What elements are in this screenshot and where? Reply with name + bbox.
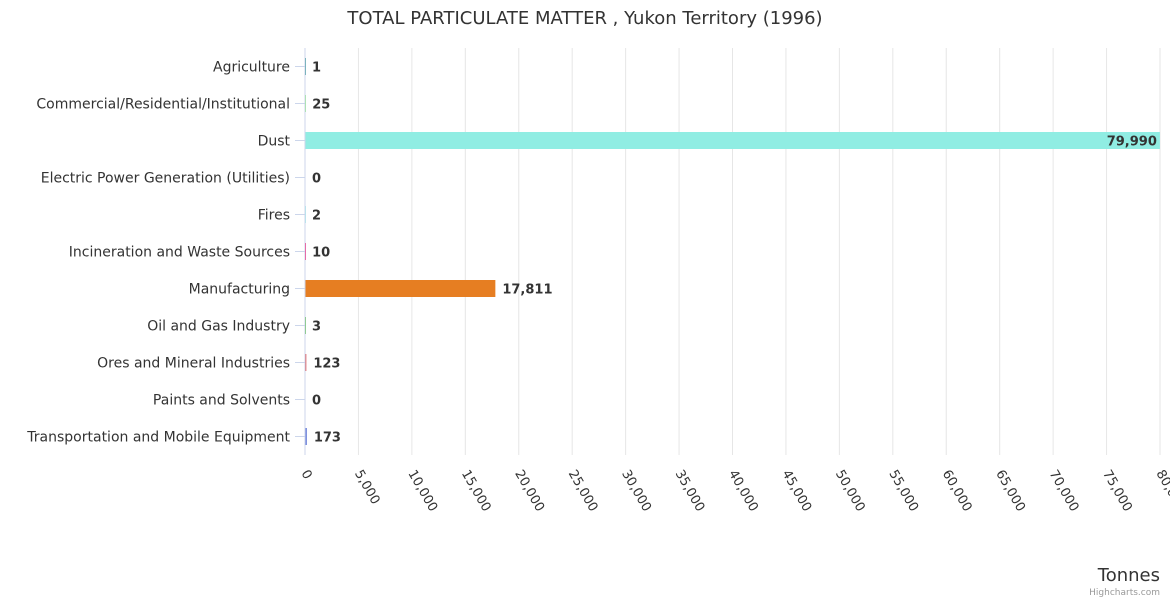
data-label: 2: [312, 209, 321, 224]
data-label: 79,990: [1107, 135, 1157, 150]
data-label: 17,811: [502, 283, 552, 298]
data-label: 173: [314, 431, 341, 446]
x-tick-label: 70,000: [1046, 468, 1082, 515]
gridlines: [357, 48, 1161, 455]
bars: [305, 58, 1160, 445]
category-label: Electric Power Generation (Utilities): [41, 171, 290, 187]
category-label: Transportation and Mobile Equipment: [26, 430, 290, 446]
x-tick-label: 80,000: [1153, 468, 1170, 515]
bar[interactable]: [305, 280, 496, 297]
data-label: 25: [312, 98, 330, 113]
x-tick-label: 20,000: [511, 468, 547, 515]
bar[interactable]: [305, 428, 307, 445]
x-tick-label: 65,000: [992, 468, 1028, 515]
bar[interactable]: [305, 354, 307, 371]
x-tick-label: 60,000: [939, 468, 975, 515]
category-labels: Agriculture Commercial/Residential/Instit…: [26, 60, 290, 446]
category-label: Commercial/Residential/Institutional: [36, 97, 290, 113]
data-label: 1: [312, 61, 321, 76]
x-tick-label: 40,000: [725, 468, 761, 515]
category-label: Manufacturing: [189, 282, 290, 298]
data-label: 123: [313, 357, 340, 372]
category-label: Agriculture: [213, 60, 290, 76]
x-tick-label: 55,000: [885, 468, 921, 515]
x-tick-label: 50,000: [832, 468, 868, 515]
x-tick-label: 75,000: [1099, 468, 1135, 515]
category-label: Incineration and Waste Sources: [69, 245, 290, 261]
x-tick-label: 15,000: [458, 468, 494, 515]
bar[interactable]: [305, 132, 1160, 149]
category-label: Dust: [258, 134, 291, 150]
x-tick-label: 35,000: [672, 468, 708, 515]
data-labels: 1 25 79,990 0 2 10 17,811 3 123 0 173: [312, 61, 1157, 446]
highcharts-credit[interactable]: Highcharts.com: [1089, 588, 1160, 598]
data-label: 3: [312, 320, 321, 335]
category-label: Fires: [258, 208, 290, 224]
category-label: Oil and Gas Industry: [147, 319, 290, 335]
x-axis-tick-labels: 0 5,000 10,000 15,000 20,000 25,000 30,000 35,0…: [298, 468, 1170, 515]
category-label: Paints and Solvents: [153, 393, 290, 409]
x-tick-label: 45,000: [778, 468, 814, 515]
x-tick-label: 25,000: [565, 468, 601, 515]
data-label: 10: [312, 246, 330, 261]
x-tick-label: 5,000: [351, 468, 383, 508]
chart-title: TOTAL PARTICULATE MATTER , Yukon Territo…: [346, 8, 822, 29]
category-label: Ores and Mineral Industries: [97, 356, 290, 372]
y-axis: [295, 48, 306, 455]
x-tick-label: 0: [298, 468, 315, 483]
data-label: 0: [312, 172, 321, 187]
x-tick-label: 30,000: [618, 468, 654, 515]
data-label: 0: [312, 394, 321, 409]
x-axis-title: Tonnes: [1097, 565, 1160, 586]
x-tick-label: 10,000: [404, 468, 440, 515]
